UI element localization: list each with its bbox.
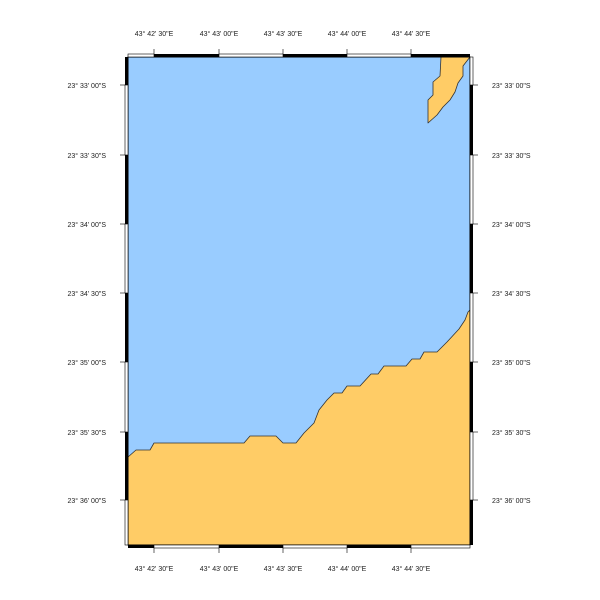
lat-label-left: 23° 34' 00"S [67, 221, 106, 229]
lat-label-right: 23° 33' 30"S [492, 152, 531, 160]
lon-label-bottom: 43° 43' 00"E [200, 565, 239, 573]
lat-label-right: 23° 35' 30"S [492, 429, 531, 437]
lat-label-left: 23° 33' 00"S [67, 82, 106, 90]
land-island-ne [427, 56, 471, 124]
lon-label-bottom: 43° 42' 30"E [135, 565, 174, 573]
lon-label-top: 43° 43' 30"E [264, 30, 303, 38]
longitude-labels-bottom: 43° 42' 30"E 43° 43' 00"E 43° 43' 30"E 4… [135, 565, 431, 573]
longitude-labels-top: 43° 42' 30"E 43° 43' 00"E 43° 43' 30"E 4… [135, 30, 431, 38]
land-mainland [127, 309, 471, 546]
map-frame [124, 53, 474, 549]
lat-label-left: 23° 34' 30"S [67, 290, 106, 298]
lon-label-bottom: 43° 44' 30"E [392, 565, 431, 573]
lat-label-right: 23° 34' 30"S [492, 290, 531, 298]
latitude-labels-right: 23° 33' 00"S 23° 33' 30"S 23° 34' 00"S 2… [492, 82, 531, 505]
lat-label-left: 23° 35' 00"S [67, 359, 106, 367]
lat-label-left: 23° 35' 30"S [67, 429, 106, 437]
lat-label-right: 23° 36' 00"S [492, 497, 531, 505]
lat-label-left: 23° 36' 00"S [67, 497, 106, 505]
frame-ticks [120, 49, 478, 553]
lat-label-left: 23° 33' 30"S [67, 152, 106, 160]
latitude-labels-left: 23° 33' 00"S 23° 33' 30"S 23° 34' 00"S 2… [67, 82, 106, 505]
lon-label-bottom: 43° 43' 30"E [264, 565, 303, 573]
lon-label-top: 43° 42' 30"E [135, 30, 174, 38]
lon-label-top: 43° 43' 00"E [200, 30, 239, 38]
lon-label-bottom: 43° 44' 00"E [328, 565, 367, 573]
lon-label-top: 43° 44' 30"E [392, 30, 431, 38]
lat-label-right: 23° 34' 00"S [492, 221, 531, 229]
lon-label-top: 43° 44' 00"E [328, 30, 367, 38]
lat-label-right: 23° 35' 00"S [492, 359, 531, 367]
lat-label-right: 23° 33' 00"S [492, 82, 531, 90]
